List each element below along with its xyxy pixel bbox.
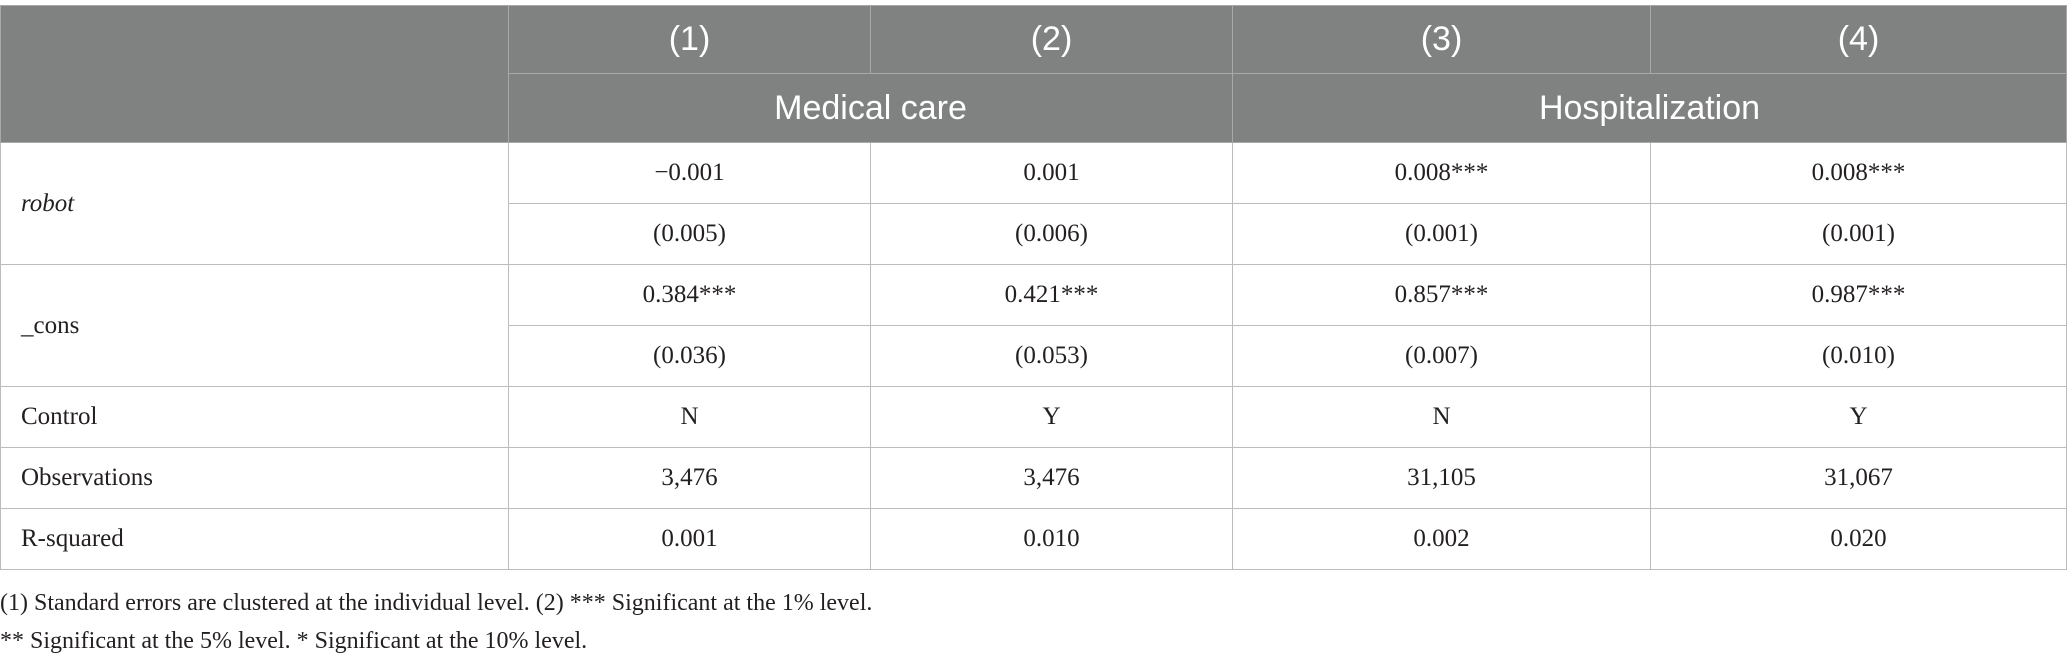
row-label-robot: robot [0, 142, 509, 265]
column-group-row: Medical care Hospitalization [1, 73, 2067, 143]
coef-cell: 0.008*** [1232, 142, 1651, 204]
table-row-control: Control N Y N Y [0, 386, 2067, 448]
column-number-row: (1) (2) (3) (4) [0, 5, 2067, 143]
row-label-control: Control [0, 386, 509, 448]
column-number: (4) [1650, 5, 2067, 74]
row-label-cons: _cons [0, 264, 509, 387]
se-cell: (0.006) [870, 203, 1233, 265]
value-cell: 0.020 [1650, 508, 2067, 570]
table-header: (1) (2) (3) (4) Medical care Hospitaliza… [0, 5, 2067, 143]
se-cell: (0.053) [870, 325, 1233, 387]
value-cell: N [508, 386, 871, 448]
se-cell: (0.010) [1650, 325, 2067, 387]
row-label-observations: Observations [0, 447, 509, 509]
group-header-medical-care: Medical care [508, 73, 1233, 143]
value-cell: N [1232, 386, 1651, 448]
group-header-hospitalization: Hospitalization [1232, 73, 2067, 143]
coef-cell: 0.008*** [1650, 142, 2067, 204]
header-blank-cell [0, 5, 509, 143]
value-cell: 3,476 [870, 447, 1233, 509]
value-cell: Y [1650, 386, 2067, 448]
coef-cell: 0.384*** [508, 264, 871, 326]
value-cell: 0.010 [870, 508, 1233, 570]
table-notes: (1) Standard errors are clustered at the… [0, 584, 872, 660]
regression-table: (1) (2) (3) (4) Medical care Hospitaliza… [0, 5, 2067, 570]
se-cell: (0.005) [508, 203, 871, 265]
note-line: (1) Standard errors are clustered at the… [0, 590, 873, 616]
coef-cell: 0.001 [870, 142, 1233, 204]
coef-cell: −0.001 [508, 142, 871, 204]
se-cell: (0.001) [1650, 203, 2067, 265]
column-number: (1) [508, 5, 871, 74]
table-row-robot-coef: robot −0.001 0.001 0.008*** 0.008*** [0, 142, 2067, 265]
value-cell: 3,476 [508, 447, 871, 509]
row-label-r-squared: R-squared [0, 508, 509, 570]
table-row-r-squared: R-squared 0.001 0.010 0.002 0.020 [0, 508, 2067, 570]
se-cell: (0.001) [1232, 203, 1651, 265]
se-cell: (0.007) [1232, 325, 1651, 387]
value-cell: 31,105 [1232, 447, 1651, 509]
coef-cell: 0.857*** [1232, 264, 1651, 326]
table-row-observations: Observations 3,476 3,476 31,105 31,067 [0, 447, 2067, 509]
se-cell: (0.036) [508, 325, 871, 387]
coef-cell: 0.987*** [1650, 264, 2067, 326]
table-row-cons-se: (0.036) (0.053) (0.007) (0.010) [1, 325, 2067, 387]
value-cell: 0.001 [508, 508, 871, 570]
table-row-cons-coef: _cons 0.384*** 0.421*** 0.857*** 0.987**… [0, 264, 2067, 387]
table-row-robot-se: (0.005) (0.006) (0.001) (0.001) [1, 203, 2067, 265]
note-line: ** Significant at the 5% level. * Signif… [0, 628, 588, 654]
table-body: robot −0.001 0.001 0.008*** 0.008*** (0.… [0, 142, 2067, 570]
value-cell: Y [870, 386, 1233, 448]
coef-cell: 0.421*** [870, 264, 1233, 326]
column-number: (2) [870, 5, 1233, 74]
value-cell: 0.002 [1232, 508, 1651, 570]
value-cell: 31,067 [1650, 447, 2067, 509]
column-number: (3) [1232, 5, 1651, 74]
